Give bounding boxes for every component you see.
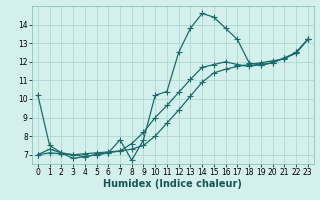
X-axis label: Humidex (Indice chaleur): Humidex (Indice chaleur) — [103, 179, 242, 189]
